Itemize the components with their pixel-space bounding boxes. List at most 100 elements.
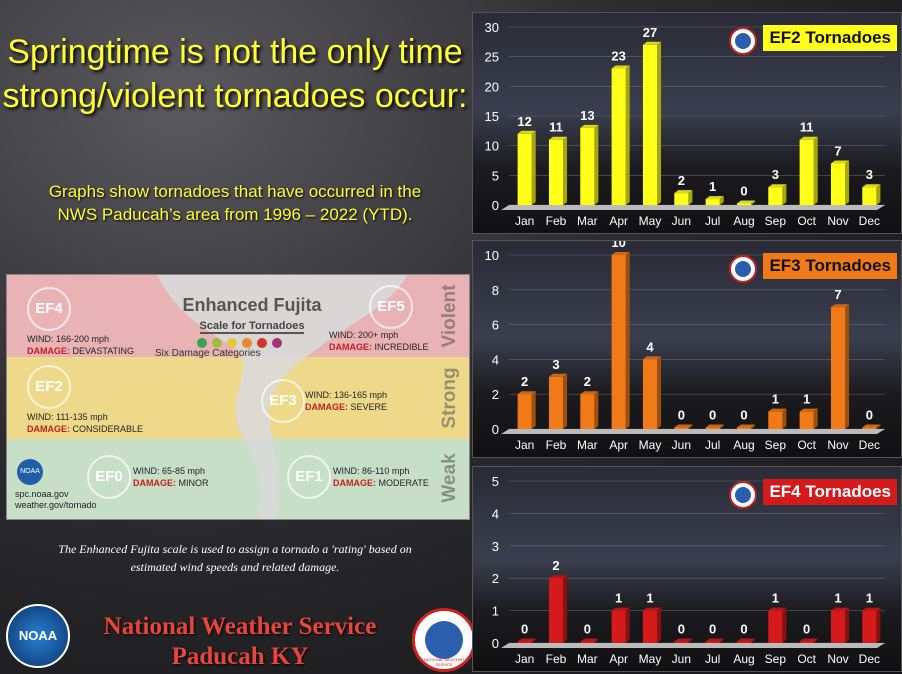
ef2-bar-top — [862, 184, 881, 188]
ef2-bar-side — [531, 130, 536, 205]
ef4-value-label: 0 — [803, 622, 810, 637]
ef2-bar-side — [563, 136, 568, 205]
ef3-nws-badge-inner-icon — [735, 261, 751, 277]
ef2-bar-top — [548, 136, 568, 140]
ef5-wind: WIND: 200+ mph — [329, 330, 399, 340]
category-color-dots — [197, 335, 287, 353]
ef4-bar — [862, 610, 877, 643]
ef3-y-tick-label: 0 — [492, 422, 499, 437]
ef2-value-label: 12 — [517, 114, 531, 129]
ef3-y-tick-label: 4 — [492, 352, 499, 367]
ef3-bar — [799, 411, 814, 429]
ef3-bar — [517, 394, 532, 429]
ef3-y-tick-label: 2 — [492, 387, 499, 402]
ef3-bar-side — [594, 391, 599, 429]
ef3-bar-side — [625, 252, 630, 429]
ef2-value-label: 11 — [549, 120, 563, 135]
ef2-bar-top — [674, 190, 693, 194]
ef2-bar-side — [594, 124, 599, 205]
ef4-bar — [705, 641, 720, 643]
ef3-bar — [674, 427, 689, 429]
ef2-bar-top — [642, 41, 662, 45]
ef-scale-subtitle: Scale for Tornadoes — [199, 320, 305, 334]
ef3-x-tick-label: Jan — [515, 438, 534, 452]
noaa-logo: NOAA — [6, 604, 70, 668]
headline-line-2: strong/violent tornadoes occur: — [2, 77, 468, 115]
ef4-y-tick-label: 0 — [492, 636, 499, 651]
ef4-value-label: 1 — [866, 591, 873, 606]
ef4-bar-top — [768, 607, 787, 611]
ef2-bar-top — [611, 65, 630, 69]
ef2-damage-label: DAMAGE: — [27, 424, 70, 434]
ef2-bar-side — [688, 190, 693, 205]
ef2-bar-top — [768, 184, 787, 188]
source-spc: spc.noaa.gov — [15, 489, 69, 499]
ef3-bar-top — [517, 391, 536, 395]
source-links: spc.noaa.gov weather.gov/tornado — [15, 489, 97, 511]
ef2-value-label: 7 — [834, 143, 841, 158]
ef3-value-label: 10 — [611, 241, 625, 250]
ef4-bar-side — [876, 607, 881, 643]
ef4-x-tick-label: Jun — [672, 652, 691, 666]
noaa-small-logo: NOAA — [17, 459, 43, 485]
ef3-bar-side — [719, 424, 724, 429]
nws-logo-text: NATIONAL WEATHER SERVICE — [423, 657, 465, 667]
headline: Springtime is not the only time strong/v… — [0, 30, 470, 118]
ef2-value-label: 13 — [580, 108, 594, 123]
ef4-bar-top — [736, 638, 756, 642]
ef5-description: WIND: 200+ mph DAMAGE: INCREDIBLE — [329, 329, 429, 353]
ef3-bar-top — [642, 356, 662, 360]
ef4-bar — [611, 610, 626, 643]
subheadline-line-2: NWS Paducah’s area from 1996 – 2022 (YTD… — [57, 205, 413, 224]
ef4-x-tick-label: Sep — [765, 652, 787, 666]
ef5-damage: INCREDIBLE — [374, 342, 429, 352]
ef2-y-tick-label: 25 — [485, 50, 499, 65]
ef3-x-tick-label: Nov — [827, 438, 848, 452]
ef1-label: EF1 — [295, 468, 323, 485]
ef-scale-infographic: Enhanced Fujita Scale for Tornadoes Six … — [6, 274, 470, 520]
ef3-axis-floor — [501, 429, 885, 434]
ef4-bar-top — [642, 607, 662, 611]
ef4-value-label: 0 — [521, 622, 528, 637]
ef4-x-tick-label: Jan — [515, 652, 534, 666]
nws-name-line-1: National Weather Service — [103, 613, 377, 640]
ef3-bar-side — [782, 408, 787, 429]
ef1-wind: WIND: 86-110 mph — [333, 466, 410, 476]
tornado-funnel-graphic — [157, 275, 407, 519]
source-weather-gov: weather.gov/tornado — [15, 500, 97, 510]
ef3-bar-side — [688, 424, 693, 429]
ef2-value-label: 3 — [772, 167, 779, 182]
ef4-description: WIND: 166-200 mph DAMAGE: DEVASTATING — [27, 333, 134, 357]
ef3-x-tick-label: Dec — [859, 438, 880, 452]
category-dot — [257, 338, 267, 348]
ef2-x-tick-label: Mar — [577, 214, 598, 228]
subheadline: Graphs show tornadoes that have occurred… — [0, 180, 470, 226]
ef2-bar-top — [830, 160, 850, 164]
ef1-damage: MODERATE — [378, 478, 429, 488]
ef4-bar-top — [580, 638, 599, 642]
ef2-x-tick-label: Aug — [733, 214, 754, 228]
ef2-x-tick-label: Sep — [765, 214, 787, 228]
ef2-bar-side — [625, 65, 630, 206]
ef3-damage: SEVERE — [350, 402, 388, 412]
ef4-x-tick-label: Jul — [705, 652, 720, 666]
ef2-bar — [830, 163, 846, 205]
ef4-bar-side — [657, 607, 662, 643]
ef4-bar-side — [751, 638, 756, 643]
caption-line-2: estimated wind speeds and related damage… — [130, 560, 340, 574]
ef4-bar — [768, 610, 783, 643]
ef3-x-tick-label: Oct — [797, 438, 816, 452]
ef4-bar-side — [845, 607, 850, 643]
ef2-wind: WIND: 111-135 mph — [27, 412, 108, 422]
ef2-x-tick-label: Feb — [546, 214, 567, 228]
ef2-bar — [580, 127, 595, 205]
ef2-y-tick-label: 0 — [492, 198, 499, 213]
category-dot — [242, 338, 252, 348]
ef3-bar — [705, 427, 720, 429]
ef3-value-label: 0 — [866, 408, 873, 423]
ef2-bar — [517, 133, 532, 205]
ef3-bar-side — [813, 408, 818, 429]
ef3-description: WIND: 136-165 mph DAMAGE: SEVERE — [305, 389, 387, 413]
ef2-bar-top — [517, 130, 536, 134]
ef0-circle: EF0 — [87, 455, 131, 499]
